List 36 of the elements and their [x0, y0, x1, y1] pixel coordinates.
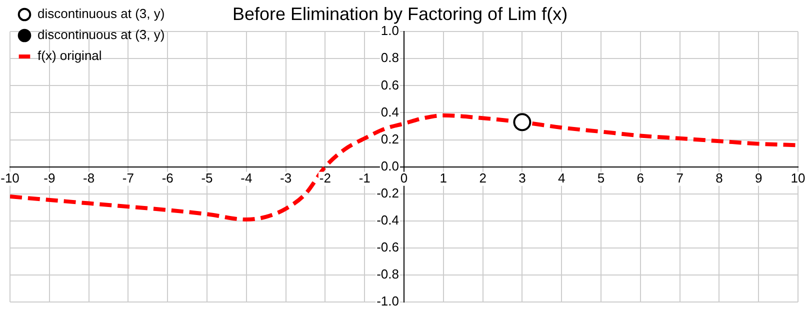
chart-title: Before Elimination by Factoring of Lim f(x) [232, 4, 568, 24]
x-tick-label: 8 [716, 170, 723, 186]
y-tick-label: -1.0 [376, 294, 399, 309]
x-tick-label: 3 [518, 170, 526, 186]
x-tick-label: 7 [676, 170, 684, 186]
y-tick-label: 0.4 [380, 104, 399, 120]
y-tick-label: -0.8 [376, 266, 399, 282]
x-tick-label: -5 [201, 170, 213, 186]
y-tick-label: -0.6 [376, 240, 399, 254]
x-tick-label: 10 [790, 170, 806, 186]
x-tick-label: -9 [44, 170, 56, 186]
x-tick-label: 0 [400, 170, 408, 186]
x-tick-label: -10 [0, 170, 20, 186]
y-tick-label: -0.2 [376, 185, 399, 200]
x-tick-label: -2 [319, 170, 331, 186]
x-tick-label: -3 [280, 170, 292, 186]
x-tick-label: -1 [358, 170, 370, 186]
x-tick-label: 9 [754, 170, 762, 186]
x-tick-label: 2 [479, 170, 486, 186]
legend-label: discontinuous at (3, y) [38, 6, 165, 22]
x-tick-label: 5 [597, 170, 605, 186]
y-tick-label: 0.2 [380, 131, 399, 146]
legend-label: discontinuous at (3, y) [38, 27, 165, 42]
x-tick-label: -4 [240, 170, 252, 186]
x-tick-label: -8 [83, 170, 95, 186]
y-tick-label: 0.0 [380, 158, 399, 174]
x-tick-label: 4 [558, 170, 566, 186]
y-tick-label: 1.0 [380, 23, 399, 38]
legend-label: f(x) original [38, 48, 102, 64]
x-tick-label: -6 [162, 170, 174, 186]
y-tick-label: -0.4 [376, 212, 399, 228]
x-tick-label: -7 [122, 170, 134, 186]
x-tick-label: 1 [440, 170, 448, 186]
y-tick-label: 0.6 [380, 77, 399, 92]
y-tick-label: 0.8 [380, 50, 399, 66]
x-tick-label: 6 [636, 170, 644, 186]
